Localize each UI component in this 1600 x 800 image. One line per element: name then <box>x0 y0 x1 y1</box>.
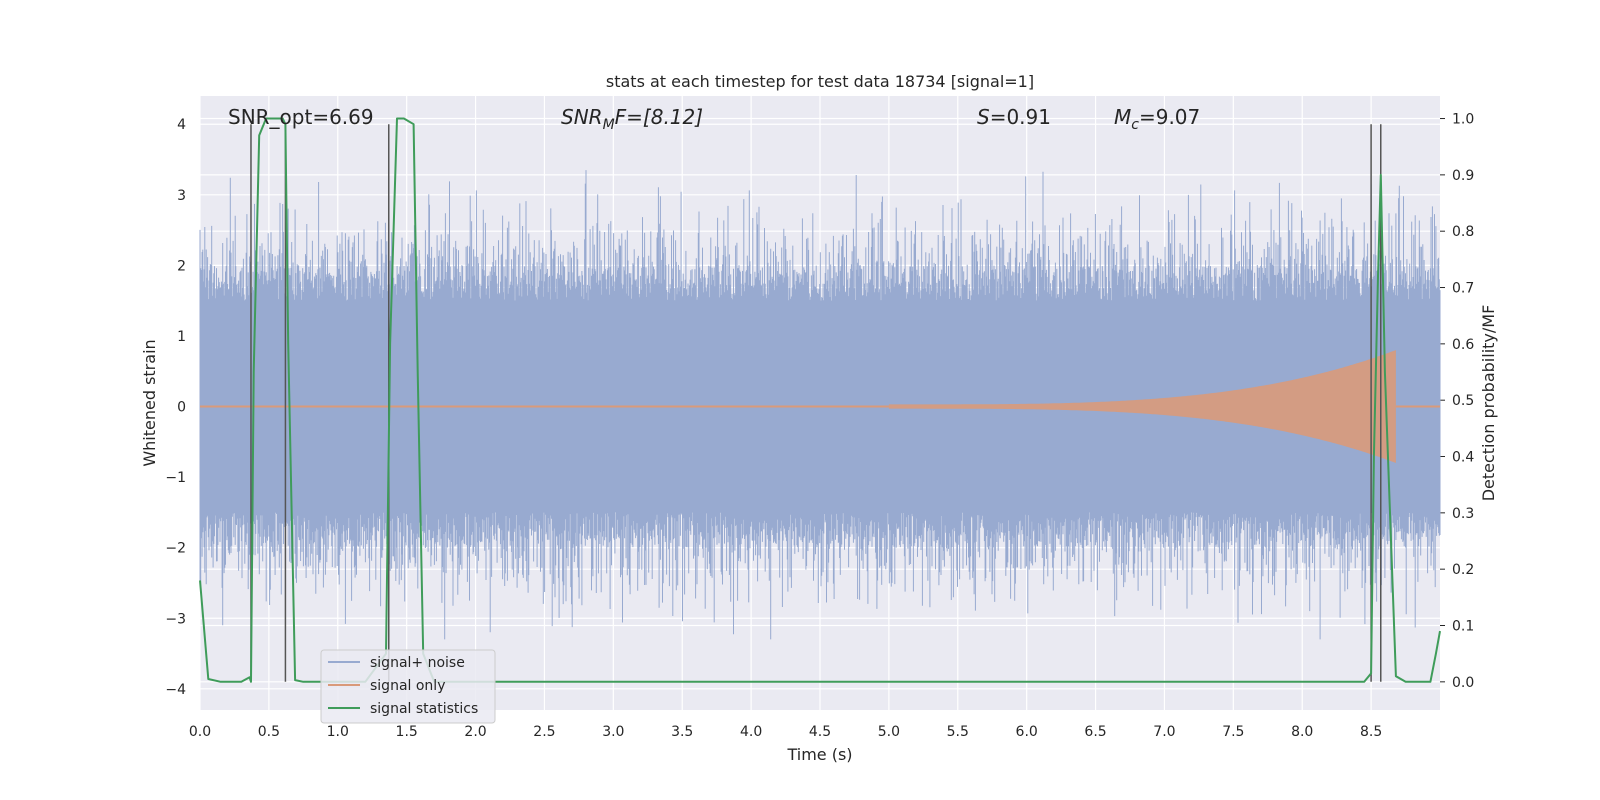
x-tick-label: 3.5 <box>671 724 693 740</box>
y-tick-label-left: 4 <box>177 117 186 133</box>
x-tick-label: 2.0 <box>464 724 486 740</box>
x-tick-label: 2.5 <box>533 724 555 740</box>
y-tick-label-right: 0.8 <box>1452 224 1474 240</box>
y-tick-labels-right: 1.0 0.9 0.8 0.7 0.6 0.5 0.4 0.3 0.2 0.1 0.0 <box>1452 112 1474 691</box>
legend-label-signal: signal only <box>370 678 445 694</box>
s-rest: =0.91 <box>990 105 1051 129</box>
snr-mf-base: SNR <box>561 105 603 129</box>
annotation-mc: Mc=9.07 <box>1114 105 1200 133</box>
chart-title: stats at each timestep for test data 187… <box>606 72 1034 91</box>
snr-mf-rest: F=[8.12] <box>615 105 703 129</box>
y-tick-label-right: 0.4 <box>1452 450 1474 466</box>
y-tick-label-left: 3 <box>177 188 186 204</box>
y-tick-label-right: 0.7 <box>1452 281 1474 297</box>
y-tick-label-right: 0.6 <box>1452 337 1474 353</box>
x-tick-label: 6.0 <box>1016 724 1038 740</box>
x-tick-label: 0.0 <box>189 724 211 740</box>
y-tick-label-right: 0.9 <box>1452 168 1474 184</box>
y-tick-labels-left: 4 3 2 1 0 −1 −2 −3 −4 <box>165 117 186 698</box>
y-tick-label-left: 1 <box>177 329 186 345</box>
x-tick-labels: 0.0 0.5 1.0 1.5 2.0 2.5 3.0 3.5 4.0 4.5 5.0 5.5 6.0 6… <box>189 724 1382 740</box>
y-tick-label-right: 1.0 <box>1452 112 1474 128</box>
x-tick-label: 1.0 <box>327 724 349 740</box>
y-tick-label-left: −3 <box>165 611 186 627</box>
y-tick-label-left: −2 <box>165 541 186 557</box>
y-tick-label-right: 0.0 <box>1452 675 1474 691</box>
signal-chirp-envelope <box>888 350 1396 463</box>
legend-box <box>320 649 496 724</box>
y-tick-label-right: 0.5 <box>1452 393 1474 409</box>
y-tick-label-left: −1 <box>165 470 186 486</box>
x-tick-label: 6.5 <box>1084 724 1106 740</box>
y-tick-label-right: 0.3 <box>1452 506 1474 522</box>
x-tick-label: 7.0 <box>1153 724 1175 740</box>
y-axis-label-right: Detection probability/MF <box>1479 305 1498 502</box>
mc-base: M <box>1114 105 1131 129</box>
x-tick-label: 8.5 <box>1360 724 1382 740</box>
x-tick-label: 8.0 <box>1291 724 1313 740</box>
x-tick-label: 4.0 <box>740 724 762 740</box>
legend-label-stats: signal statistics <box>370 701 478 717</box>
annotation-s: S=0.91 <box>977 105 1051 129</box>
x-tick-label: 5.5 <box>947 724 969 740</box>
y-axis-label: Whitened strain <box>140 339 159 466</box>
mc-rest: =9.07 <box>1139 105 1200 129</box>
annotation-snr-opt: SNR_opt=6.69 <box>228 105 374 129</box>
legend: signal+ noise signal only signal statist… <box>320 649 496 724</box>
x-tick-label: 4.5 <box>809 724 831 740</box>
x-tick-label: 3.0 <box>602 724 624 740</box>
series-signal-only <box>200 350 1440 463</box>
x-tick-label: 7.5 <box>1222 724 1244 740</box>
y-tick-label-right: 0.2 <box>1452 562 1474 578</box>
y-tick-label-left: 2 <box>177 258 186 274</box>
statistics-line <box>199 117 1441 683</box>
s-base: S <box>977 105 990 129</box>
snr-mf-sub: M <box>603 117 615 133</box>
x-tick-label: 1.5 <box>396 724 418 740</box>
series-signal-statistics <box>199 117 1441 683</box>
y-tick-label-left: 0 <box>177 400 186 416</box>
x-axis-label: Time (s) <box>786 745 852 764</box>
x-tick-label: 5.0 <box>878 724 900 740</box>
y-tick-label-right: 0.1 <box>1452 619 1474 635</box>
y-tick-label-left: −4 <box>165 682 186 698</box>
annotation-snr-mf: SNRMF=[8.12] <box>561 105 703 133</box>
legend-label-noise: signal+ noise <box>370 655 465 671</box>
x-tick-label: 0.5 <box>258 724 280 740</box>
mc-sub: c <box>1131 117 1139 133</box>
